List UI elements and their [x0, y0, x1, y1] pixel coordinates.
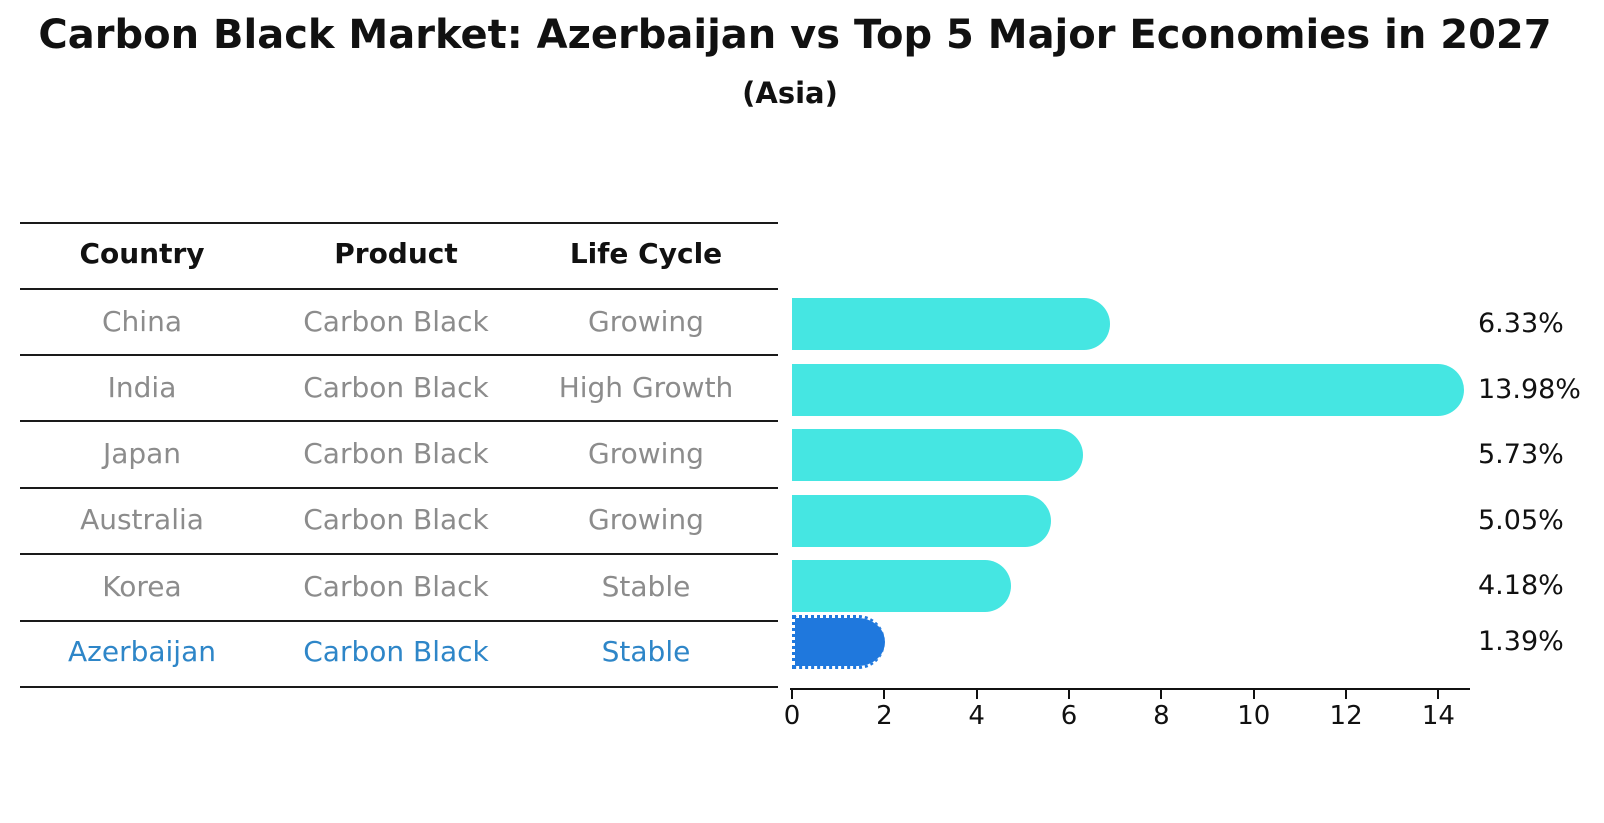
x-axis-tick-label: 10 [1237, 701, 1271, 731]
x-axis-tick-label: 4 [968, 701, 985, 731]
cell-product: Carbon Black [303, 503, 489, 536]
bar-highlight-azerbaijan [792, 615, 886, 669]
table-line [20, 487, 778, 489]
cell-country: Korea [102, 570, 182, 603]
x-axis-tick-label: 12 [1329, 701, 1363, 731]
chart-subtitle: (Asia) [742, 76, 838, 110]
cell-product: Carbon Black [303, 635, 489, 668]
x-axis-tick [1068, 690, 1071, 699]
cell-life-cycle: High Growth [558, 371, 734, 404]
x-axis-tick [1345, 690, 1348, 699]
cell-life-cycle: Growing [588, 305, 704, 338]
x-axis-tick-label: 8 [1153, 701, 1170, 731]
x-axis-tick-label: 14 [1421, 701, 1455, 731]
cell-life-cycle: Stable [601, 635, 691, 668]
table-header-country: Country [79, 237, 205, 270]
bar-japan [792, 429, 1083, 481]
value-label: 5.73% [1478, 439, 1564, 470]
table-line [20, 686, 778, 688]
cell-country: Japan [102, 437, 182, 470]
bar-china [792, 298, 1111, 350]
value-label: 6.33% [1478, 308, 1564, 339]
x-axis-tick-label: 0 [783, 701, 801, 731]
value-label: 13.98% [1478, 374, 1581, 405]
bar-korea [792, 560, 1011, 612]
value-label: 5.05% [1478, 505, 1564, 536]
table-line [20, 553, 778, 555]
cell-country: China [102, 305, 182, 338]
cell-life-cycle: Stable [601, 570, 691, 603]
table-header-life-cycle: Life Cycle [569, 237, 723, 270]
table-line [20, 222, 778, 224]
table-header-product: Product [334, 237, 458, 270]
value-label: 1.39% [1478, 626, 1564, 657]
bar-australia [792, 495, 1052, 547]
x-axis-tick [791, 690, 793, 699]
x-axis-line [790, 688, 1470, 690]
cell-product: Carbon Black [303, 570, 489, 603]
cell-product: Carbon Black [303, 371, 489, 404]
cell-country: Azerbaijan [68, 635, 216, 668]
cell-life-cycle: Growing [588, 437, 704, 470]
cell-country: Australia [80, 503, 204, 536]
cell-product: Carbon Black [303, 305, 489, 338]
x-axis-tick-label: 6 [1060, 701, 1078, 731]
x-axis-tick [1437, 690, 1440, 699]
x-axis-tick [1252, 690, 1255, 699]
table-line [20, 354, 778, 356]
table-line [20, 420, 778, 422]
cell-life-cycle: Growing [588, 503, 704, 536]
x-axis-tick [883, 690, 886, 699]
chart-title: Carbon Black Market: Azerbaijan vs Top 5… [38, 12, 1552, 58]
cell-country: India [107, 371, 177, 404]
x-axis-tick-label: 2 [876, 701, 893, 731]
table-line [20, 288, 778, 290]
table-line [20, 620, 778, 622]
cell-product: Carbon Black [303, 437, 489, 470]
x-axis-tick [975, 690, 978, 699]
bar-india [792, 364, 1464, 416]
value-label: 4.18% [1478, 570, 1564, 601]
x-axis-tick [1160, 690, 1163, 699]
